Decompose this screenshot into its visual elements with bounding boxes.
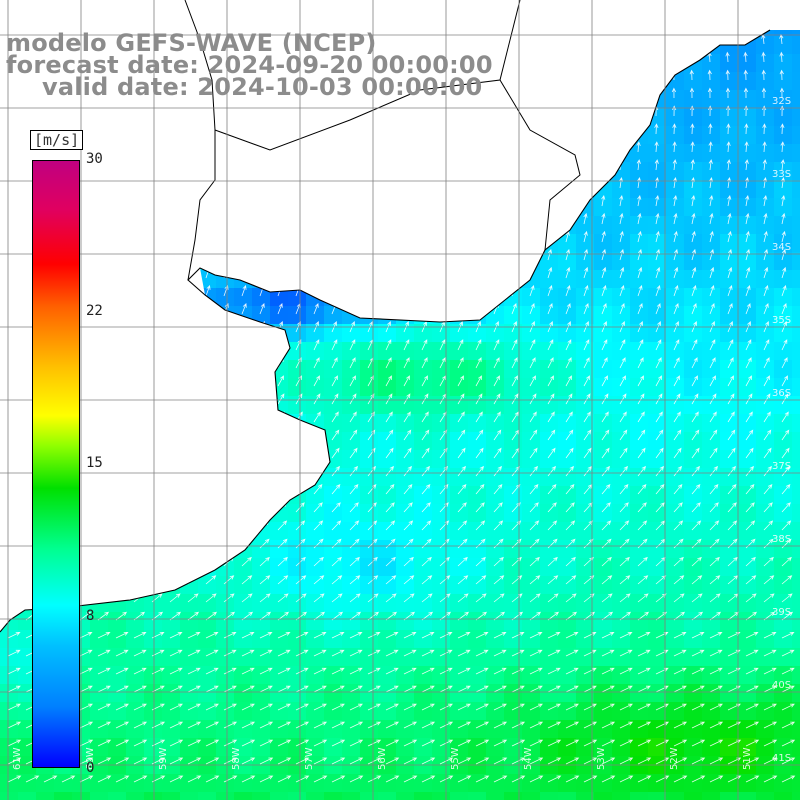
model-title: modelo GEFS-WAVE (NCEP) [6,29,377,57]
lat-label: 32S [772,96,791,107]
latitude-labels: 32S 33S 34S 35S 36S 37S 38S 39S 40S 41S [772,96,791,764]
longitude-labels: 61W 60W 59W 58W 57W 56W 55W 54W 53W 52W 51W [12,747,753,770]
colorbar-unit: [m/s] [30,130,84,150]
lat-label: 38S [772,534,791,545]
lat-label: 35S [772,315,791,326]
lon-label: 57W [304,747,315,770]
lon-label: 54W [523,747,534,770]
lat-label: 36S [772,388,791,399]
lon-label: 53W [596,747,607,770]
colorbar-label-22: 22 [86,303,103,319]
lon-label: 58W [231,747,242,770]
colorbar-label-max: 30 [86,151,103,167]
lat-label: 33S [772,169,791,180]
lon-label: 61W [12,747,23,770]
coastline [0,0,771,633]
valid-date: valid date: 2024-10-03 00:00:00 [42,73,483,101]
forecast-date: forecast date: 2024-09-20 00:00:00 [6,51,493,79]
lat-label: 41S [772,753,791,764]
lon-label: 52W [669,747,680,770]
colorbar-legend: [m/s] 30 22 15 8 0 [0,120,115,780]
lon-label: 60W [85,747,96,770]
colorbar-gradient [32,160,80,768]
colorbar-label-min: 0 [86,760,95,776]
colorbar-label-15: 15 [86,455,103,471]
lon-label: 56W [377,747,388,770]
lat-label: 40S [772,680,791,691]
lat-label: 34S [772,242,791,253]
lat-label: 37S [772,461,791,472]
lon-label: 55W [450,747,461,770]
colorbar-label-8: 8 [86,608,95,624]
lat-label: 39S [772,607,791,618]
lon-label: 59W [158,747,169,770]
lon-label: 51W [742,747,753,770]
